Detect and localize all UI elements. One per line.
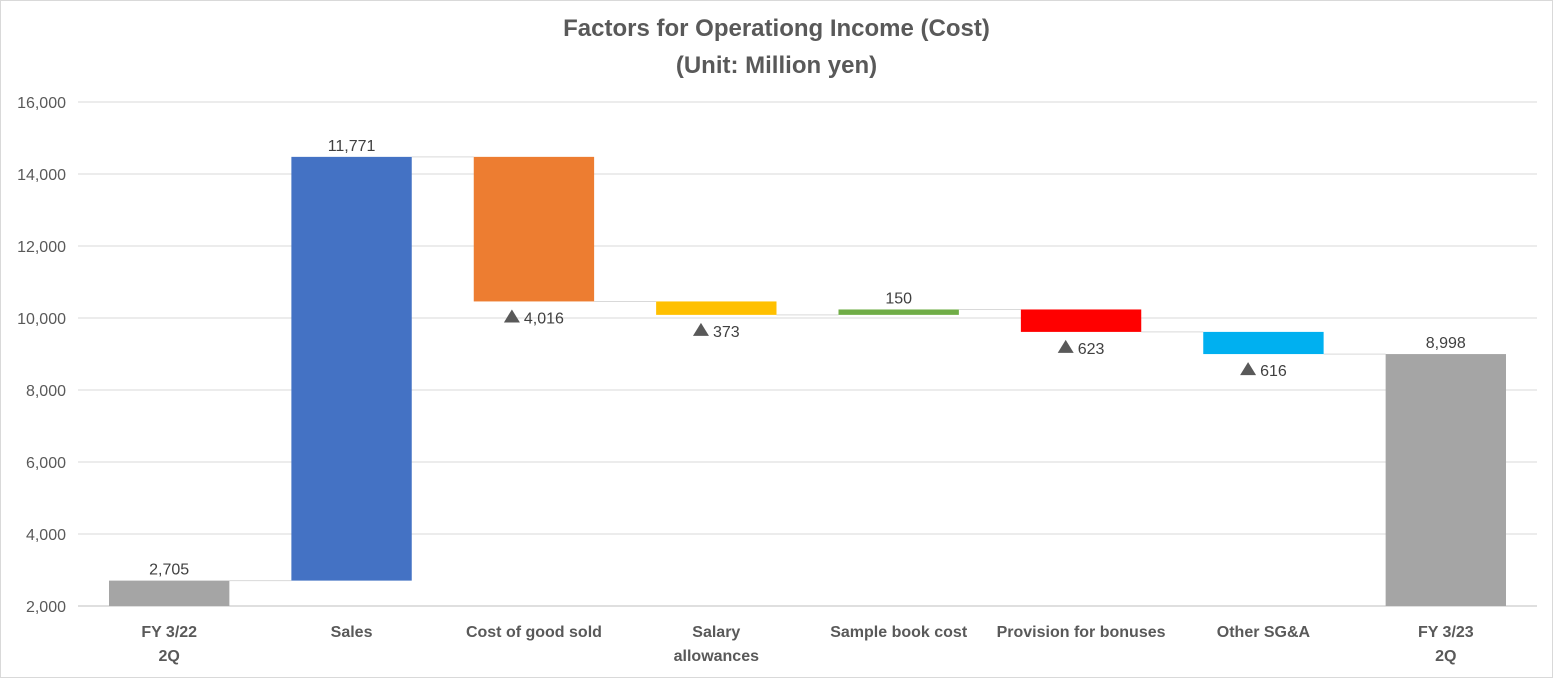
data-label: 623	[1078, 341, 1105, 358]
y-tick-label: 8,000	[26, 383, 66, 400]
bar-5	[1020, 309, 1142, 332]
y-tick-label: 16,000	[17, 95, 66, 112]
category-label: Cost of good sold	[466, 624, 602, 641]
decrease-marker	[1057, 339, 1074, 353]
category-label: Other SG&A	[1217, 624, 1311, 641]
bar-3	[656, 301, 777, 315]
category-label: 2Q	[159, 648, 180, 665]
bar-7	[1385, 354, 1506, 606]
decrease-marker	[1240, 362, 1257, 376]
chart-subtitle: (Unit: Million yen)	[675, 52, 878, 79]
data-label: 2,705	[149, 562, 189, 579]
chart-title: Factors for Operationg Income (Cost)	[563, 15, 990, 42]
data-label: 150	[885, 290, 912, 307]
category-label: FY 3/23	[1418, 624, 1474, 641]
data-label: 8,998	[1426, 335, 1466, 352]
data-label: 616	[1260, 363, 1287, 380]
bar-1	[291, 156, 412, 581]
decrease-marker	[503, 309, 520, 323]
category-label: Salary	[692, 624, 740, 641]
category-label: allowances	[674, 648, 759, 665]
y-tick-label: 2,000	[26, 599, 66, 616]
data-label: 373	[713, 324, 740, 341]
data-label: 11,771	[328, 138, 376, 155]
y-tick-label: 14,000	[17, 167, 66, 184]
bar-6	[1203, 331, 1324, 355]
data-label: 4,016	[524, 310, 564, 327]
category-label: FY 3/22	[141, 624, 197, 641]
bar-2	[473, 156, 595, 302]
category-label: Sales	[331, 624, 373, 641]
category-label: 2Q	[1435, 648, 1456, 665]
decrease-marker	[692, 322, 709, 336]
y-tick-label: 10,000	[17, 311, 66, 328]
bar-4	[838, 309, 959, 315]
category-label: Provision for bonuses	[997, 624, 1166, 641]
y-tick-label: 4,000	[26, 527, 66, 544]
bar-0	[109, 580, 230, 606]
y-tick-label: 6,000	[26, 455, 66, 472]
y-tick-label: 12,000	[17, 239, 66, 256]
category-label: Sample book cost	[830, 624, 968, 641]
